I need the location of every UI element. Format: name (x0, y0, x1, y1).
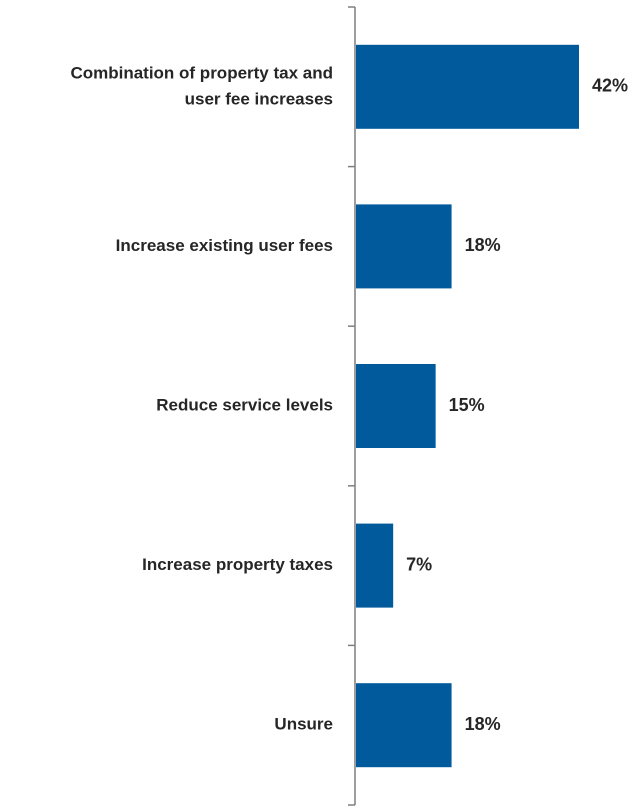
category-label: Unsure (274, 715, 333, 734)
bar (356, 204, 452, 289)
bar (356, 523, 394, 608)
value-label: 18% (465, 235, 501, 255)
bars-layer (356, 44, 579, 768)
bar (356, 364, 436, 448)
value-label: 42% (592, 76, 628, 96)
category-label: Reduce service levels (156, 395, 333, 414)
axis-layer (348, 6, 356, 806)
category-label: Combination of property tax and user fee … (70, 63, 333, 108)
labels-layer: Combination of property tax and user fee … (70, 63, 628, 734)
category-label: Increase property taxes (142, 555, 333, 574)
value-label: 15% (449, 395, 485, 415)
bar (356, 44, 579, 129)
value-label: 18% (465, 714, 501, 734)
category-label: Increase existing user fees (116, 236, 333, 255)
bar (356, 683, 452, 768)
value-label: 7% (406, 554, 432, 574)
